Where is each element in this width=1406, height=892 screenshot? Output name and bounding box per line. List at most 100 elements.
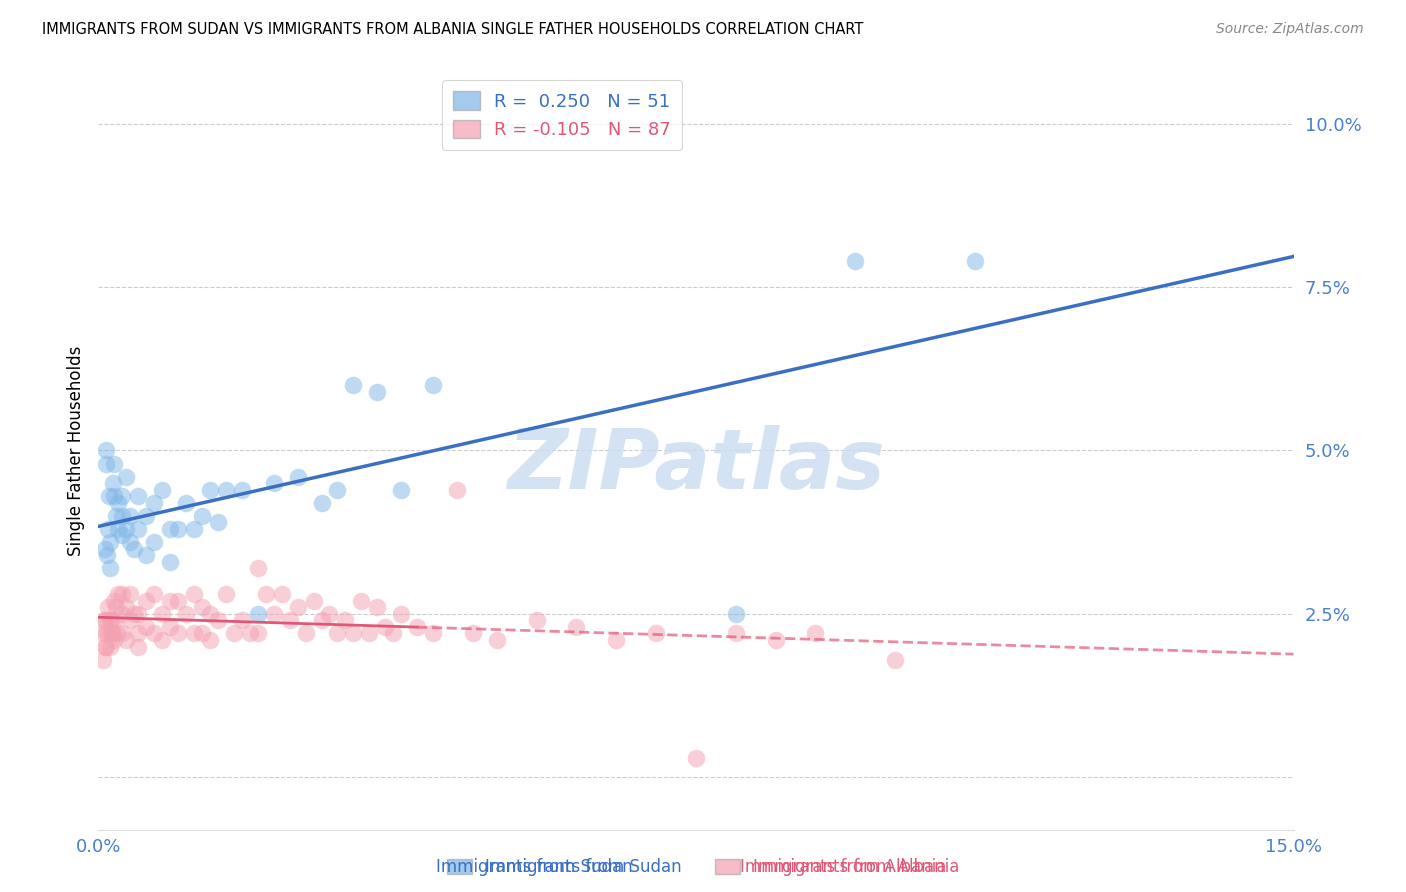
Point <box>191 626 214 640</box>
Point <box>115 633 138 648</box>
Point <box>724 626 747 640</box>
Point <box>94 640 117 654</box>
Point <box>198 633 221 648</box>
Point <box>115 600 138 615</box>
Point <box>350 594 373 608</box>
Point <box>98 640 122 654</box>
Point <box>215 483 238 497</box>
Point <box>359 626 381 640</box>
Point <box>100 614 122 628</box>
Point <box>246 626 269 640</box>
Point <box>94 541 117 556</box>
Point <box>963 253 986 268</box>
Point <box>107 522 129 536</box>
Point <box>239 626 262 640</box>
Point <box>150 633 173 648</box>
Point <box>111 508 134 523</box>
Point <box>111 587 134 601</box>
Point <box>159 594 181 608</box>
Point <box>150 607 173 621</box>
Point <box>115 522 138 536</box>
Point <box>526 614 548 628</box>
Point <box>107 496 129 510</box>
Point <box>159 555 181 569</box>
Point <box>91 652 114 666</box>
Point <box>103 633 125 648</box>
Point <box>107 587 129 601</box>
Point <box>198 607 221 621</box>
Point <box>105 626 128 640</box>
Point <box>97 626 120 640</box>
Point <box>124 607 146 621</box>
Point <box>174 496 197 510</box>
Point <box>101 476 124 491</box>
Point <box>135 594 157 608</box>
Point <box>422 626 444 640</box>
Point <box>884 652 907 666</box>
Point <box>231 483 253 497</box>
Point <box>844 253 866 268</box>
Point <box>342 378 364 392</box>
Point <box>111 626 134 640</box>
Point <box>724 607 747 621</box>
Point <box>93 614 115 628</box>
Point <box>191 600 214 615</box>
Point <box>167 522 190 536</box>
Point <box>101 626 124 640</box>
Point <box>294 626 316 640</box>
Point <box>215 587 238 601</box>
Point <box>94 457 117 471</box>
Point <box>94 626 117 640</box>
Point <box>167 626 190 640</box>
Legend: Immigrants from Sudan, Immigrants from Albania: Immigrants from Sudan, Immigrants from A… <box>440 852 966 883</box>
Point <box>382 626 405 640</box>
Point <box>115 469 138 483</box>
Point <box>254 587 277 601</box>
Y-axis label: Single Father Households: Single Father Households <box>66 345 84 556</box>
Point <box>422 378 444 392</box>
Point <box>127 607 149 621</box>
Point <box>374 620 396 634</box>
Point <box>311 614 333 628</box>
Point <box>565 620 588 634</box>
Point <box>96 548 118 562</box>
Point <box>191 508 214 523</box>
Point <box>159 620 181 634</box>
Point <box>406 620 429 634</box>
Point <box>174 607 197 621</box>
Point <box>98 535 121 549</box>
Point <box>111 489 134 503</box>
Point <box>207 516 229 530</box>
Point <box>159 522 181 536</box>
Point <box>270 587 292 601</box>
Point <box>127 626 149 640</box>
Text: Immigrants from Albania: Immigrants from Albania <box>741 858 946 876</box>
Point <box>311 496 333 510</box>
Point <box>143 587 166 601</box>
Point <box>103 489 125 503</box>
Point <box>446 483 468 497</box>
Point <box>222 626 245 640</box>
Point <box>263 607 285 621</box>
Text: ZIPatlas: ZIPatlas <box>508 425 884 506</box>
Point <box>127 522 149 536</box>
Point <box>143 496 166 510</box>
Point <box>120 614 142 628</box>
Text: IMMIGRANTS FROM SUDAN VS IMMIGRANTS FROM ALBANIA SINGLE FATHER HOUSEHOLDS CORREL: IMMIGRANTS FROM SUDAN VS IMMIGRANTS FROM… <box>42 22 863 37</box>
Point <box>366 600 388 615</box>
Point <box>120 587 142 601</box>
Point <box>135 620 157 634</box>
Point <box>91 626 114 640</box>
Point <box>98 561 122 575</box>
Point <box>127 489 149 503</box>
Point <box>183 587 205 601</box>
Point <box>97 600 120 615</box>
Point <box>135 548 157 562</box>
Point <box>103 594 125 608</box>
Point <box>96 614 118 628</box>
Point <box>96 640 118 654</box>
Point <box>135 508 157 523</box>
Point <box>231 614 253 628</box>
Point <box>198 483 221 497</box>
Point <box>485 633 508 648</box>
